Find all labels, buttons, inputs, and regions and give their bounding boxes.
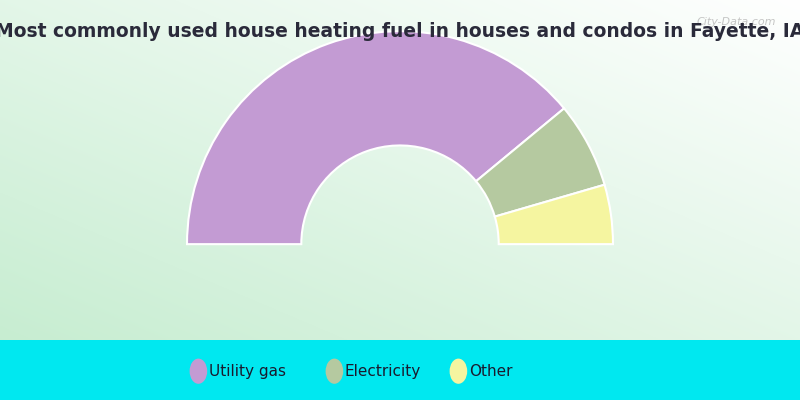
Ellipse shape xyxy=(326,358,343,384)
Wedge shape xyxy=(476,108,605,217)
Wedge shape xyxy=(494,185,613,244)
Wedge shape xyxy=(187,31,564,244)
Text: Utility gas: Utility gas xyxy=(209,364,286,379)
Text: Other: Other xyxy=(469,364,512,379)
Ellipse shape xyxy=(450,358,467,384)
Text: City-Data.com: City-Data.com xyxy=(697,17,776,27)
Text: Electricity: Electricity xyxy=(345,364,421,379)
Ellipse shape xyxy=(190,358,207,384)
Text: Most commonly used house heating fuel in houses and condos in Fayette, IA: Most commonly used house heating fuel in… xyxy=(0,22,800,41)
